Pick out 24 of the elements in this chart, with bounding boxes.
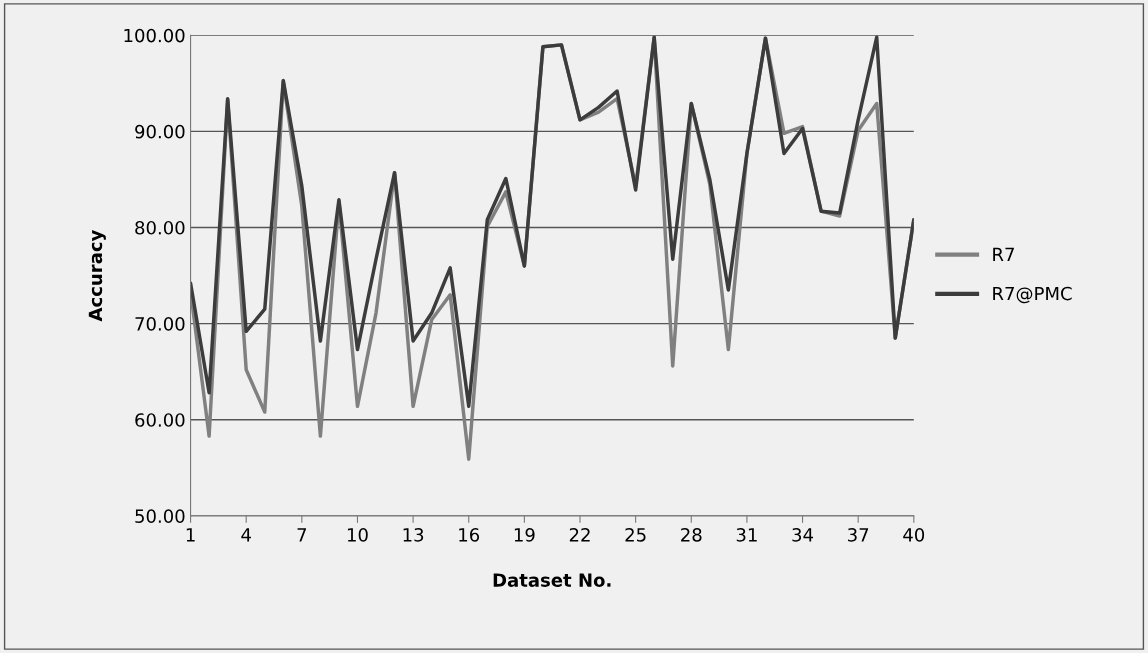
x-tick-label: 19 xyxy=(514,527,535,542)
x-axis-title: Dataset No. xyxy=(493,573,611,587)
x-tick-label: 16 xyxy=(459,527,480,542)
x-tick-label: 22 xyxy=(569,527,590,542)
x-tick-label: 40 xyxy=(903,527,925,542)
x-tick-label: 1 xyxy=(186,528,195,542)
y-tick-label: 90.00 xyxy=(135,124,185,139)
x-tick-label: 31 xyxy=(736,527,757,542)
x-tick-label: 4 xyxy=(241,528,251,542)
y-tick-label: 70.00 xyxy=(135,317,185,331)
y-tick-label: 60.00 xyxy=(135,413,185,427)
x-tick-label: 37 xyxy=(848,527,869,542)
y-axis-title: Accuracy xyxy=(88,230,106,322)
legend-label: R7 xyxy=(993,247,1014,261)
legend-label: R7@PMC xyxy=(993,286,1072,304)
x-tick-label: 10 xyxy=(347,527,368,542)
x-tick-label: 28 xyxy=(681,527,702,542)
x-tick-label: 34 xyxy=(792,527,814,542)
y-tick-label: 100.00 xyxy=(124,28,185,43)
y-tick-label: 50.00 xyxy=(135,509,185,523)
x-tick-label: 25 xyxy=(625,527,646,542)
x-tick-label: 7 xyxy=(297,528,307,542)
x-tick-label: 13 xyxy=(403,527,424,542)
y-tick-label: 80.00 xyxy=(135,220,185,235)
